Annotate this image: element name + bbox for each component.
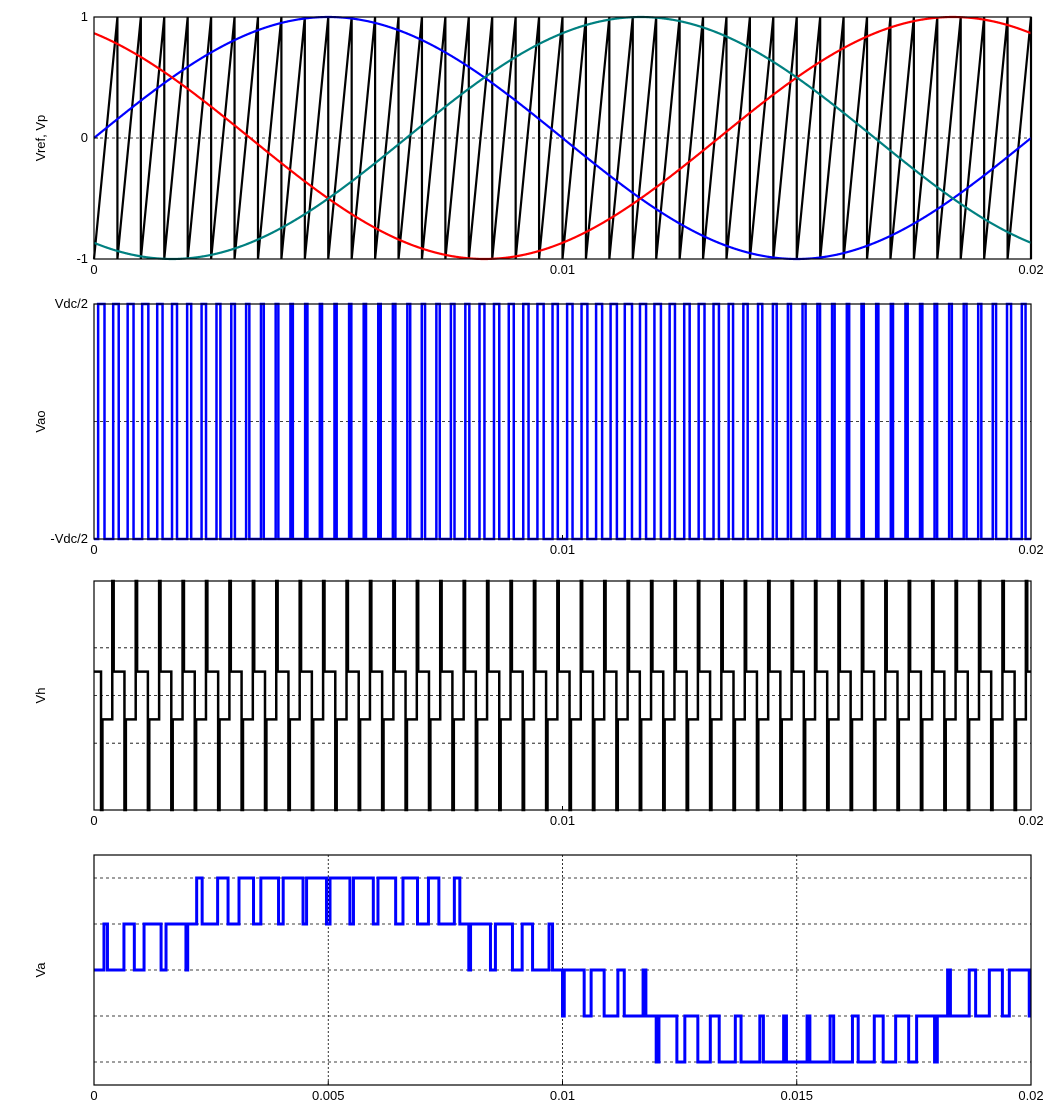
x-tick-label: 0.02 <box>1018 1088 1043 1103</box>
y-tick-label: -Vdc/2 <box>50 531 88 546</box>
y-tick-label: 1 <box>81 9 88 24</box>
x-tick-label: 0.02 <box>1018 262 1043 277</box>
y-tick-label: 0 <box>81 130 88 145</box>
panel-vh: 0 0.01 0.02 Vh <box>33 579 1044 828</box>
y-axis-label: Vao <box>33 410 48 432</box>
x-tick-label: 0.005 <box>312 1088 345 1103</box>
vh-switching-trace <box>94 579 1031 812</box>
reference-sine-0 <box>93 15 1032 261</box>
x-tick-label: 0 <box>90 813 97 828</box>
x-tick-label: 0.01 <box>550 262 575 277</box>
panel-va: 0 0.005 0.01 0.015 0.02 Va <box>33 854 1044 1103</box>
panel-vao: 0 0.01 0.02 Vdc/2 -Vdc/2 Vao <box>33 296 1044 557</box>
va-staircase-trace <box>94 876 1031 1064</box>
x-tick-label: 0.01 <box>550 813 575 828</box>
y-tick-label: -1 <box>76 251 88 266</box>
y-axis-label: Vref, Vp <box>33 115 48 161</box>
x-tick-label: 0.015 <box>780 1088 813 1103</box>
x-tick-label: 0.02 <box>1018 813 1043 828</box>
reference-sine-2 <box>93 15 1032 261</box>
x-tick-label: 0 <box>90 262 97 277</box>
x-tick-label: 0.01 <box>550 1088 575 1103</box>
y-axis-label: Va <box>33 962 48 978</box>
y-tick-label: Vdc/2 <box>55 296 88 311</box>
y-axis-label: Vh <box>33 688 48 704</box>
x-tick-label: 0 <box>90 542 97 557</box>
reference-sine-1 <box>93 15 1032 261</box>
x-tick-label: 0 <box>90 1088 97 1103</box>
x-tick-label: 0.01 <box>550 542 575 557</box>
x-tick-label: 0.02 <box>1018 542 1043 557</box>
